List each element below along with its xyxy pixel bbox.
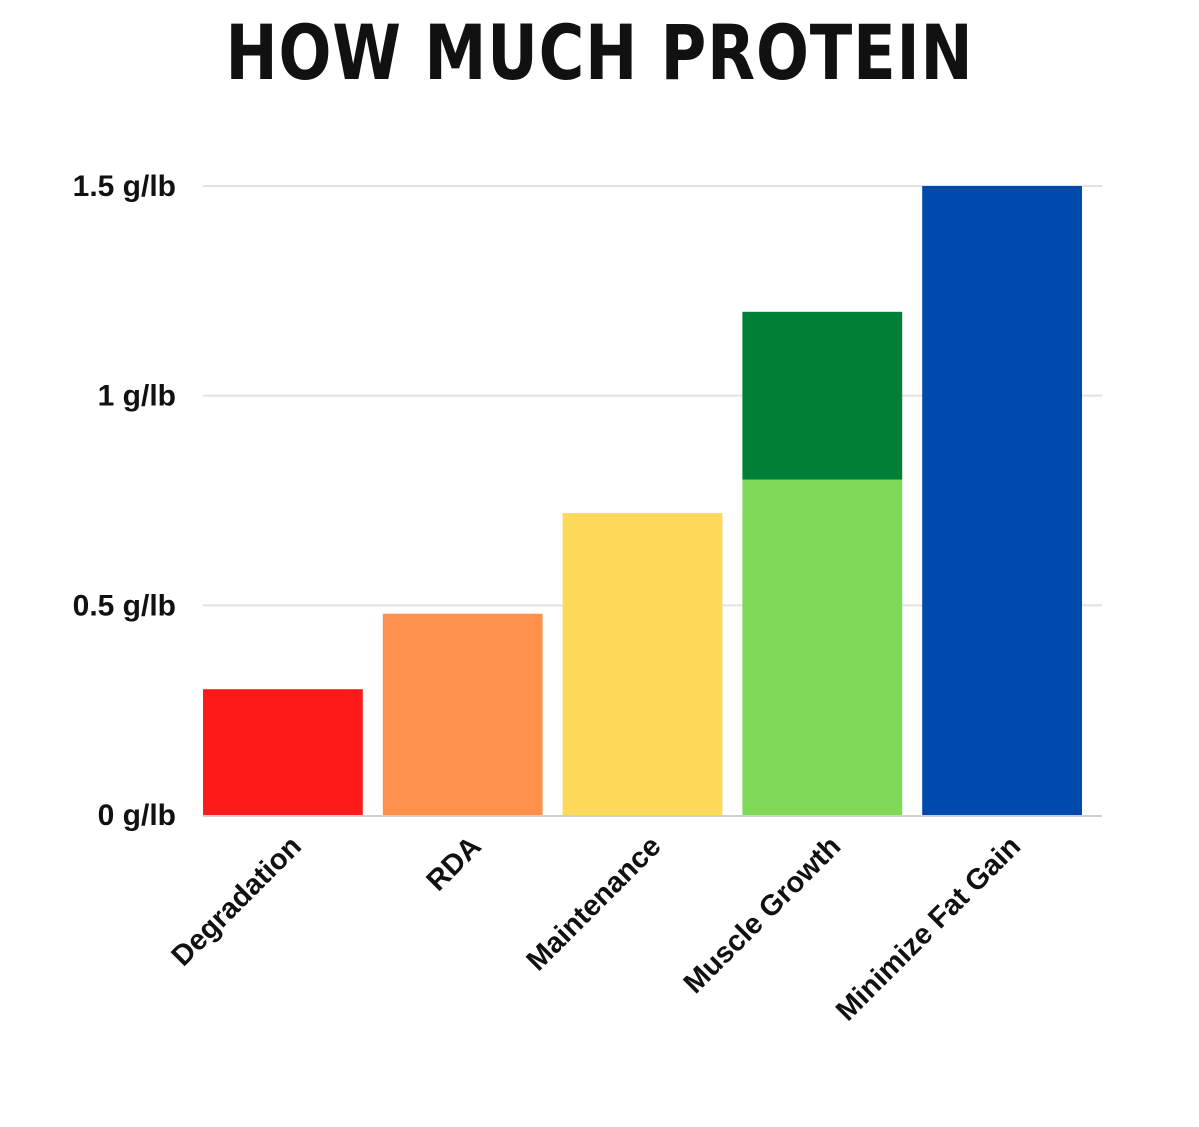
- x-category-label: RDA: [421, 830, 488, 897]
- y-tick-label: 0 g/lb: [98, 799, 176, 832]
- x-category-label: Degradation: [166, 830, 308, 972]
- bar-minimize-fat-gain: [922, 186, 1082, 815]
- bar-rda: [382, 613, 543, 815]
- bar-muscle-growth-segment-2: [742, 311, 903, 480]
- bar-degradation: [203, 689, 363, 815]
- chart-title: HOW MUCH PROTEIN: [225, 8, 974, 97]
- x-category-label: Minimize Fat Gain: [830, 830, 1027, 1027]
- x-category-label: Muscle Growth: [678, 830, 848, 1000]
- bars: [203, 186, 1082, 815]
- x-axis-categories: Degradation RDA Maintenance Muscle GrowthMi…: [166, 830, 1027, 1027]
- bar-maintenance: [562, 513, 723, 815]
- y-tick-label: 0.5 g/lb: [73, 589, 176, 622]
- y-tick-label: 1.5 g/lb: [73, 170, 176, 203]
- bar-muscle-growth-segment-1: [742, 479, 903, 815]
- x-category-label: Maintenance: [521, 830, 668, 977]
- y-tick-label: 1 g/lb: [98, 380, 176, 413]
- y-axis-ticks: 0 g/lb 0.5 g/lb 1 g/lb 1.5 g/lb: [73, 170, 176, 832]
